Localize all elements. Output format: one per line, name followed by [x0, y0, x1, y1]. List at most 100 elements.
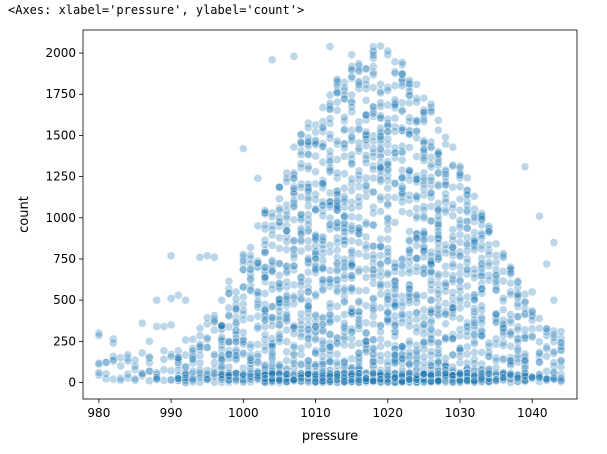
scatter-point — [368, 265, 378, 275]
scatter-point — [282, 211, 292, 220]
scatter-point — [166, 366, 176, 376]
scatter-point — [239, 334, 248, 344]
scatter-point — [282, 168, 292, 178]
scatter-point — [303, 139, 313, 149]
scatter-point — [152, 370, 161, 380]
scatter-point — [260, 316, 270, 325]
scatter-point — [325, 317, 335, 327]
scatter-point — [477, 374, 487, 384]
scatter-point — [289, 342, 299, 352]
scatter-point — [318, 256, 328, 265]
x-axis: 980 990 1000 1010 1020 1030 1040 — [87, 399, 547, 420]
scatter-point — [202, 343, 212, 352]
scatter-point — [318, 157, 328, 167]
scatter-point — [455, 194, 465, 204]
scatter-point — [354, 307, 364, 317]
scatter-point — [282, 347, 292, 357]
scatter-point — [137, 369, 147, 379]
scatter-point — [470, 295, 479, 305]
scatter-point — [267, 368, 277, 378]
scatter-point — [477, 305, 487, 315]
scatter-point — [448, 200, 458, 209]
scatter-point — [368, 254, 378, 263]
scatter-point — [412, 191, 422, 201]
scatter-point — [419, 246, 429, 255]
scatter-point — [419, 228, 429, 238]
scatter-point — [260, 220, 270, 230]
scatter-point — [253, 349, 263, 359]
axes-repr-text: <Axes: xlabel='pressure', ylabel='count'… — [8, 3, 305, 17]
scatter-point — [275, 194, 284, 204]
scatter-point — [513, 357, 523, 367]
scatter-point — [275, 334, 284, 343]
scatter-point — [340, 125, 349, 135]
scatter-point — [448, 142, 458, 152]
scatter-point — [332, 285, 342, 295]
scatter-point — [231, 318, 241, 327]
scatter-point — [239, 370, 248, 379]
scatter-point — [354, 286, 364, 296]
scatter-point — [506, 327, 515, 337]
scatter-point — [397, 106, 407, 115]
scatter-point — [332, 280, 342, 289]
scatter-point — [253, 290, 263, 300]
scatter-point — [477, 288, 487, 298]
scatter-point — [224, 303, 234, 313]
scatter-point — [145, 366, 154, 376]
scatter-point — [166, 350, 176, 359]
scatter-point — [239, 256, 248, 265]
scatter-point — [303, 276, 313, 286]
scatter-point — [368, 305, 378, 315]
scatter-point — [282, 214, 292, 223]
scatter-point — [282, 314, 292, 324]
scatter-point — [303, 123, 313, 133]
scatter-point — [412, 80, 422, 89]
scatter-point — [376, 175, 385, 184]
scatter-point — [260, 206, 270, 215]
scatter-point — [282, 277, 292, 287]
scatter-point — [231, 304, 241, 313]
scatter-point — [116, 375, 125, 385]
scatter-point — [260, 240, 270, 249]
scatter-point — [441, 368, 450, 378]
scatter-point — [397, 377, 407, 387]
scatter-point — [303, 201, 313, 211]
scatter-point — [303, 210, 313, 219]
scatter-point — [412, 308, 422, 318]
scatter-point — [325, 357, 335, 367]
scatter-point — [296, 210, 306, 219]
scatter-point — [426, 162, 436, 172]
scatter-point — [477, 220, 487, 230]
scatter-point — [455, 269, 465, 279]
scatter-point — [527, 372, 537, 382]
scatter-point — [318, 264, 328, 274]
scatter-point — [470, 347, 479, 357]
scatter-point — [340, 197, 349, 206]
scatter-point — [267, 302, 277, 312]
scatter-point — [405, 235, 414, 245]
scatter-point — [368, 137, 378, 146]
scatter-point — [253, 302, 263, 312]
scatter-point — [347, 65, 357, 75]
scatter-point — [332, 196, 342, 206]
scatter-point — [433, 249, 443, 258]
scatter-point — [361, 127, 371, 137]
scatter-point — [347, 246, 357, 255]
scatter-point — [296, 224, 306, 233]
scatter-point — [246, 371, 255, 381]
scatter-point — [441, 319, 450, 329]
scatter-point — [311, 167, 320, 176]
scatter-point — [159, 346, 169, 356]
scatter-point — [311, 235, 320, 245]
scatter-point — [296, 277, 306, 287]
y-tick-label: 1500 — [45, 128, 76, 142]
scatter-point — [491, 376, 501, 386]
scatter-point — [325, 119, 335, 128]
scatter-point — [470, 245, 479, 255]
scatter-point — [145, 358, 154, 368]
scatter-point — [462, 342, 472, 352]
scatter-point — [462, 376, 472, 385]
scatter-point — [347, 50, 357, 60]
scatter-point — [239, 348, 248, 358]
scatter-point — [231, 294, 241, 304]
